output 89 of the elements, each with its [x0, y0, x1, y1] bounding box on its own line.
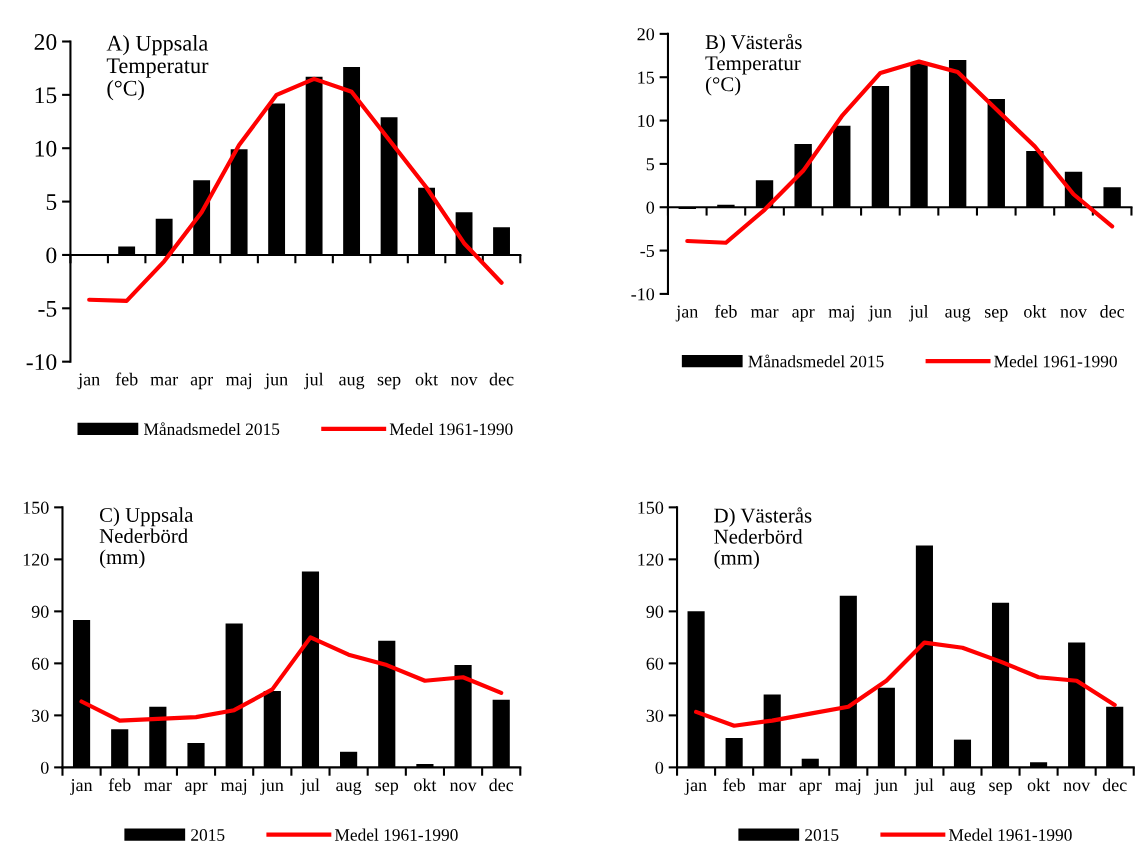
y-tick-label: 30 [646, 709, 664, 722]
y-tick-label: -5 [38, 301, 57, 317]
x-tick-label: sep [375, 782, 399, 795]
y-tick-label: 30 [32, 709, 49, 722]
x-tick-label: apr [185, 782, 208, 795]
x-tick-label: aug [945, 308, 971, 322]
x-tick-label: sep [989, 782, 1012, 795]
y-tick-label: 15 [35, 87, 57, 104]
y-tick-label: 0 [646, 201, 655, 214]
x-tick-label: jun [874, 779, 898, 795]
line-series [79, 635, 504, 723]
y-tick-label: 120 [23, 553, 49, 566]
y-tick-label: 60 [32, 657, 49, 670]
y-tick-label: 10 [638, 114, 655, 127]
x-tick-label: jul [304, 372, 324, 390]
x-tick-label: dec [1102, 778, 1127, 792]
x-tick-label: maj [225, 373, 252, 390]
legend-label: Månadsmedel 2015 [143, 422, 280, 436]
x-tick-label: feb [108, 778, 131, 792]
x-tick-label: jul [914, 778, 934, 795]
x-tick-label: aug [339, 375, 365, 390]
x-tick-label: jan [77, 373, 100, 390]
y-tick-label: 90 [31, 605, 49, 618]
y-tick-label: 20 [637, 28, 655, 41]
x-tick-label: dec [489, 778, 514, 792]
x-tick-label: mar [750, 309, 779, 318]
line-series [693, 640, 1117, 728]
text: B) Västerås Temperatur (°C) [705, 33, 802, 96]
legend-label: Medel 1961-1990 [994, 355, 1117, 368]
y-tick-label: 0 [655, 761, 664, 774]
x-tick-label: jun [260, 779, 284, 795]
x-tick-label: sep [984, 309, 1008, 322]
x-tick-label: aug [336, 781, 362, 795]
x-tick-label: maj [835, 779, 861, 795]
legend-label: Månadsmedel 2015 [748, 354, 884, 368]
y-tick-label: 150 [23, 501, 49, 514]
y-tick-label: 20 [34, 33, 57, 50]
y-tick-label: 15 [638, 71, 655, 84]
x-tick-label: apr [792, 309, 815, 322]
text: A) Uppsala Temperatur (°C) [106, 35, 209, 101]
legend-label: 2015 [805, 829, 839, 841]
x-tick-label: feb [723, 778, 745, 792]
x-tick-label: jul [908, 305, 929, 322]
x-tick-label: sep [377, 376, 401, 390]
x-tick-label: jun [264, 373, 288, 390]
y-tick-label: 60 [646, 657, 664, 670]
y-tick-label: 5 [646, 158, 655, 171]
x-tick-label: jan [684, 779, 707, 795]
x-tick-label: nov [450, 376, 478, 386]
x-tick-label: okt [415, 372, 438, 386]
x-tick-label: apr [799, 782, 822, 795]
x-tick-label: dec [489, 372, 514, 386]
x-tick-label: jul [300, 778, 320, 795]
y-tick-label: 90 [646, 605, 664, 618]
x-tick-label: jan [70, 779, 93, 795]
y-tick-label: 0 [46, 247, 57, 264]
y-tick-label: 5 [46, 194, 57, 211]
x-tick-label: mar [144, 782, 172, 792]
x-tick-label: dec [1100, 305, 1125, 318]
line-series [87, 76, 504, 303]
text: D) Västerås Nederbörd (mm) [714, 507, 812, 569]
legend-label: Medel 1961-1990 [334, 828, 458, 841]
y-tick-label: 10 [35, 140, 57, 157]
legend-label: Medel 1961-1990 [948, 828, 1072, 841]
legend-label: 2015 [191, 829, 225, 841]
x-tick-label: okt [414, 778, 437, 792]
y-tick-label: 150 [638, 501, 664, 514]
x-tick-label: nov [1060, 309, 1088, 318]
legend-label: Medel 1961-1990 [389, 422, 513, 436]
x-tick-label: jan [675, 305, 699, 322]
y-tick-label: 0 [40, 761, 49, 774]
x-tick-label: mar [150, 376, 179, 386]
x-tick-label: mar [758, 782, 787, 792]
x-tick-label: nov [449, 782, 477, 792]
x-tick-label: feb [714, 304, 737, 318]
x-tick-label: aug [950, 781, 976, 795]
text: C) Uppsala Nederbörd (mm) [99, 507, 194, 569]
x-tick-label: feb [115, 372, 138, 386]
y-tick-label: -10 [631, 288, 655, 301]
y-tick-label: -5 [640, 245, 655, 258]
y-tick-label: 120 [638, 553, 664, 566]
x-tick-label: okt [1024, 305, 1047, 318]
y-tick-label: -10 [26, 354, 57, 371]
x-tick-label: nov [1063, 782, 1091, 792]
x-tick-label: apr [190, 376, 214, 390]
x-tick-label: jun [868, 305, 892, 322]
x-tick-label: maj [221, 779, 247, 795]
x-tick-label: okt [1027, 778, 1051, 792]
x-tick-label: maj [828, 305, 854, 322]
